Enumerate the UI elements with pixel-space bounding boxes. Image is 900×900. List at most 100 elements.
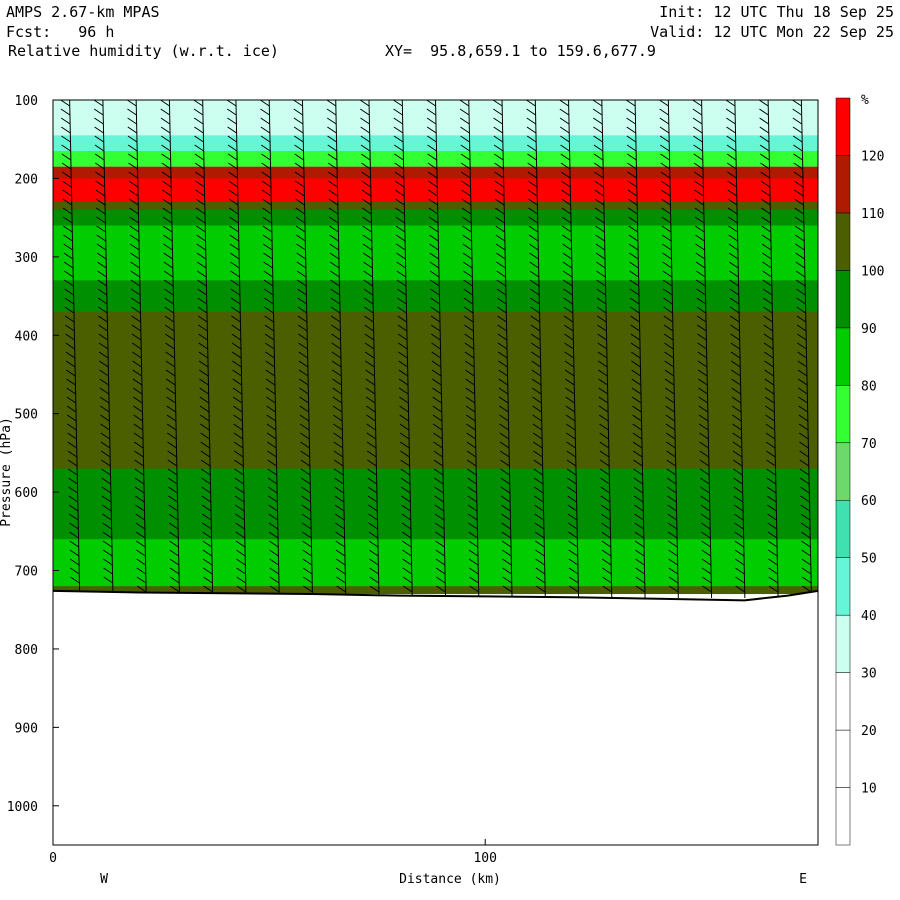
plot-frame	[52, 99, 819, 846]
wind-barb-flag	[368, 513, 378, 521]
colorbar-swatch	[835, 97, 851, 156]
wind-barb-flag	[693, 171, 704, 179]
wind-barb-flag	[102, 522, 112, 530]
wind-barb-flag	[260, 99, 270, 107]
wind-barb-flag	[95, 180, 105, 188]
wind-barb-flag	[260, 126, 271, 134]
wind-barb-flag	[593, 144, 604, 152]
wind-barb-flag	[264, 315, 274, 323]
wind-barb-flag	[625, 99, 636, 107]
wind-barb-column	[126, 99, 147, 593]
wind-barb-flag	[661, 198, 671, 206]
wind-barb-flag	[161, 162, 172, 170]
wind-barb-flag	[730, 360, 741, 368]
wind-barb-flag	[762, 297, 773, 305]
wind-barb-flag	[597, 351, 608, 359]
colorbar-swatch	[835, 729, 851, 788]
wind-barb-flag	[735, 585, 746, 593]
wind-barb-flag	[66, 414, 77, 422]
wind-barb-flag	[632, 450, 643, 458]
wind-barb-flag	[367, 486, 378, 494]
wind-barb-flag	[296, 252, 306, 260]
wind-barb-flag	[694, 180, 704, 188]
wind-barb-flag	[693, 162, 704, 170]
wind-barb-flag	[362, 216, 372, 224]
wind-barb-flag	[634, 549, 645, 557]
wind-barb-flag	[362, 243, 373, 251]
wind-barb-flag	[234, 495, 245, 503]
wind-barb-flag	[560, 135, 570, 143]
wind-barb-flag	[766, 468, 776, 476]
wind-barb-flag	[362, 234, 373, 242]
wind-barb-flag	[763, 333, 774, 341]
wind-barb-flag	[793, 153, 803, 161]
wind-barb-flag	[98, 342, 109, 350]
wind-barb-flag	[100, 432, 111, 440]
wind-barb-flag	[294, 180, 305, 188]
wind-barb-flag	[460, 153, 471, 161]
wind-barb-flag	[367, 459, 377, 467]
wind-barb-flag	[729, 306, 740, 314]
wind-barb-flag	[203, 567, 213, 575]
wind-barb-flag	[794, 207, 804, 215]
wind-barb-flag	[794, 225, 805, 233]
wind-barb-flag	[796, 306, 806, 314]
wind-barb-flag	[766, 477, 777, 485]
wind-barb-flag	[99, 405, 110, 413]
wind-barb-flag	[399, 396, 409, 404]
wind-barb-flag	[659, 135, 670, 143]
wind-barb-flag	[161, 144, 171, 152]
wind-barb-flag	[128, 153, 138, 161]
wind-barb-staff	[435, 99, 446, 596]
wind-barb-flag	[397, 324, 408, 332]
wind-barb-flag	[698, 423, 709, 431]
wind-barb-flag	[134, 468, 145, 476]
wind-barb-flag	[266, 441, 277, 449]
wind-barb-flag	[562, 261, 573, 269]
wind-barb-flag	[568, 576, 579, 584]
wind-barb-flag	[700, 477, 710, 485]
wind-barb-flag	[532, 405, 542, 413]
wind-barb-flag	[762, 261, 772, 269]
wind-barb-flag	[598, 405, 609, 413]
wind-barb-flag	[602, 567, 612, 575]
wind-barb-flag	[328, 198, 339, 206]
wind-barb-flag	[167, 468, 178, 476]
wind-barb-flag	[295, 189, 305, 197]
wind-barb-flag	[797, 378, 808, 386]
wind-barb-flag	[765, 423, 776, 431]
wind-barb-flag	[197, 306, 208, 314]
wind-barb-flag	[793, 180, 804, 188]
wind-barb-flag	[267, 459, 277, 467]
wind-barb-flag	[495, 216, 505, 224]
wind-barb-flag	[626, 135, 637, 143]
wind-barb-flag	[695, 234, 705, 242]
wind-barb-flag	[529, 252, 539, 260]
wind-barb-flag	[265, 387, 276, 395]
wind-barb-flag	[699, 432, 709, 440]
wind-barb-flag	[167, 441, 177, 449]
wind-barb-flag	[133, 423, 144, 431]
wind-barb-flag	[132, 378, 143, 386]
wind-barb-flag	[266, 423, 277, 431]
wind-barb-flag	[692, 108, 703, 116]
wind-barb-flag	[600, 477, 610, 485]
wind-barb-flag	[531, 342, 541, 350]
wind-barb-flag	[695, 243, 705, 251]
wind-barb-flag	[529, 261, 539, 269]
wind-barb-flag	[168, 486, 178, 494]
wind-barb-flag	[766, 486, 777, 494]
wind-barb-flag	[462, 252, 473, 260]
wind-barb-flag	[102, 549, 113, 557]
wind-barb-flag	[266, 405, 276, 413]
wind-barb-flag	[561, 198, 571, 206]
wind-barb-flag	[296, 279, 307, 287]
wind-barb-flag	[766, 459, 776, 467]
wind-barb-flag	[466, 423, 476, 431]
wind-barb-flag	[561, 216, 572, 224]
wind-barb-flag	[263, 288, 274, 296]
wind-barb-flag	[93, 108, 104, 116]
wind-barb-flag	[163, 252, 173, 260]
wind-barb-flag	[463, 288, 473, 296]
wind-barb-flag	[566, 468, 577, 476]
